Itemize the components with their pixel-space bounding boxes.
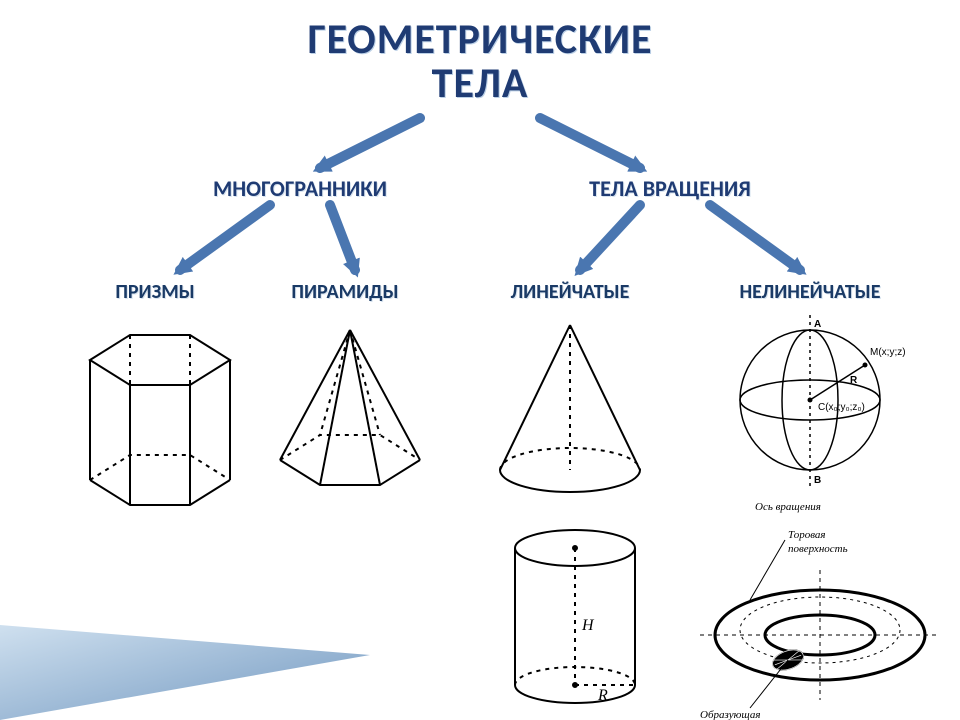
- shape-cylinder: H R: [490, 520, 660, 715]
- label-nonruled: НЕЛИНЕЙЧАТЫЕ: [660, 280, 960, 304]
- shape-cone: [480, 315, 660, 505]
- label-text: НЕЛИНЕЙЧАТЫЕ: [740, 280, 881, 304]
- label-text: ПИРАМИДЫ: [291, 280, 398, 304]
- sphere-r-label: R: [850, 375, 858, 386]
- shape-sphere: A B M(x;y;z) R C(x₀;y₀;z₀) Ось вращения: [700, 315, 930, 515]
- torus-surface-label-1: Торовая: [788, 530, 826, 541]
- label-text: ПРИЗМЫ: [115, 280, 194, 304]
- sphere-a-label: A: [814, 319, 821, 330]
- label-text: ТЕЛА ВРАЩЕНИЯ: [589, 175, 751, 202]
- slide: ГЕОМЕТРИЧЕСКИЕТЕЛА МНОГОГРАННИКИ ТЕЛА ВР…: [0, 0, 960, 720]
- cylinder-r-label: R: [597, 687, 608, 704]
- sphere-b-label: B: [814, 475, 821, 486]
- sphere-axis-label: Ось вращения: [755, 501, 821, 513]
- label-text: ЛИНЕЙЧАТЫЕ: [511, 280, 630, 304]
- decor-triangle: [0, 560, 370, 720]
- shape-torus: Торовая поверхность Образующая: [690, 530, 950, 720]
- sphere-m-label: M(x;y;z): [870, 347, 906, 358]
- label-polyhedra: МНОГОГРАННИКИ: [150, 175, 450, 202]
- torus-generatrix-label: Образующая: [700, 709, 761, 720]
- shape-pyramid: [260, 320, 440, 500]
- label-text: МНОГОГРАННИКИ: [213, 175, 387, 202]
- torus-surface-label-2: поверхность: [788, 543, 848, 555]
- cylinder-h-label: H: [581, 617, 595, 634]
- sphere-c-label: C(x₀;y₀;z₀): [818, 402, 865, 413]
- shape-prism: [60, 320, 250, 520]
- label-revolution: ТЕЛА ВРАЩЕНИЯ: [520, 175, 820, 202]
